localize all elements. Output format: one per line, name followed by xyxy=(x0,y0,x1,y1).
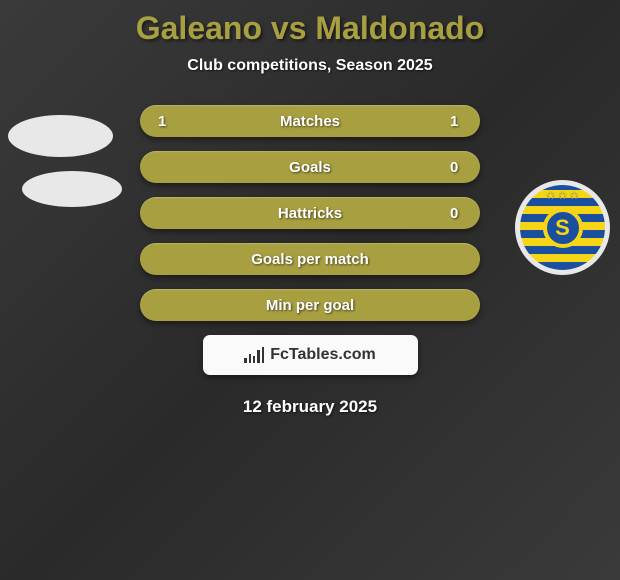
photo-placeholder-shape xyxy=(22,171,122,207)
source-logo-text: FcTables.com xyxy=(270,346,376,364)
stat-label: Min per goal xyxy=(266,297,354,314)
stat-label: Goals per match xyxy=(251,251,369,268)
stat-label: Matches xyxy=(280,113,340,130)
stat-right-value: 0 xyxy=(450,205,462,222)
stat-row-matches: 1 Matches 1 xyxy=(140,105,480,137)
comparison-card: Galeano vs Maldonado Club competitions, … xyxy=(0,0,620,417)
page-title: Galeano vs Maldonado xyxy=(0,10,620,47)
stat-bars: 1 Matches 1 Goals 0 Hattricks 0 Goals pe… xyxy=(140,105,480,321)
player-right-club-badge: ★ ★ ★ S xyxy=(515,180,610,275)
photo-placeholder-shape xyxy=(8,115,113,157)
stat-label: Hattricks xyxy=(278,205,342,222)
date-label: 12 february 2025 xyxy=(0,397,620,417)
subtitle: Club competitions, Season 2025 xyxy=(0,57,620,75)
bar-chart-icon xyxy=(244,347,264,363)
player-left-photo xyxy=(8,115,122,207)
stat-row-goals: Goals 0 xyxy=(140,151,480,183)
stat-label: Goals xyxy=(289,159,331,176)
stat-row-min-per-goal: Min per goal xyxy=(140,289,480,321)
source-logo: FcTables.com xyxy=(203,335,418,375)
club-badge-graphic: ★ ★ ★ S xyxy=(520,185,605,270)
stat-row-hattricks: Hattricks 0 xyxy=(140,197,480,229)
stat-row-goals-per-match: Goals per match xyxy=(140,243,480,275)
stat-right-value: 0 xyxy=(450,159,462,176)
badge-stars-icon: ★ ★ ★ xyxy=(546,191,578,202)
stat-left-value: 1 xyxy=(158,113,170,130)
stat-right-value: 1 xyxy=(450,113,462,130)
badge-letter: S xyxy=(543,208,583,248)
